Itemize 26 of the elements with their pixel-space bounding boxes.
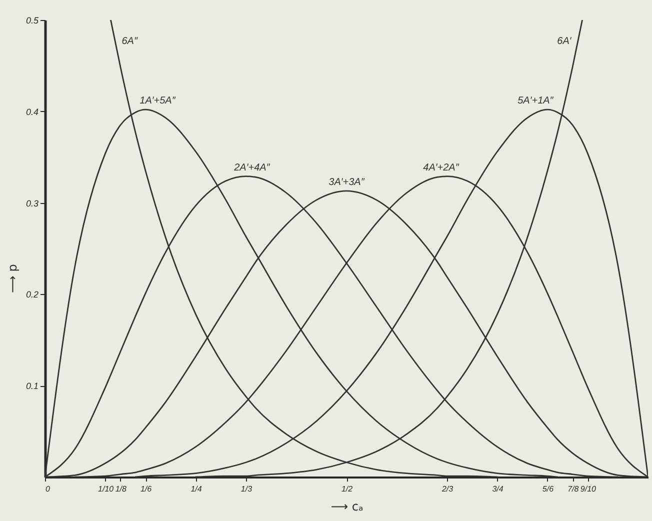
x-tick-label: 1/4: [190, 484, 202, 494]
x-tick-label: 1/10: [98, 484, 114, 494]
series-label: 3A′+3A″: [328, 176, 365, 188]
x-tick-label: 2/3: [440, 484, 454, 494]
x-tick-label: 9/10: [580, 484, 597, 494]
y-tick-label: 0.2: [26, 290, 38, 300]
x-tick-label: 5/6: [542, 484, 554, 494]
y-axis-title: ⟶ p: [6, 264, 20, 293]
x-tick-label: 7/8: [568, 484, 580, 494]
series-label: 1A′+5A″: [140, 96, 176, 107]
x-tick-label: 1/2: [341, 484, 354, 494]
y-tick-label: 0.1: [26, 381, 38, 392]
series-label: 6A″: [122, 36, 138, 47]
series-label: 2A′+4A″: [233, 162, 270, 174]
x-tick-label: 0: [46, 484, 50, 494]
series-label: 4A′+2A″: [423, 162, 460, 174]
x-tick-label: 1/3: [240, 484, 253, 494]
x-tick-label: 1/8: [115, 484, 127, 494]
y-tick-label: 0.4: [26, 106, 38, 117]
series-label: 5A′+1A″: [518, 96, 554, 107]
y-tick-label: 0.3: [26, 198, 38, 208]
x-tick-label: 3/4: [492, 484, 504, 494]
x-tick-label: 1/6: [140, 484, 152, 494]
y-tick-label: 0.5: [26, 16, 40, 26]
series-label: 6A′: [557, 36, 572, 47]
x-axis-title: ⟶ cₐ: [330, 500, 364, 514]
